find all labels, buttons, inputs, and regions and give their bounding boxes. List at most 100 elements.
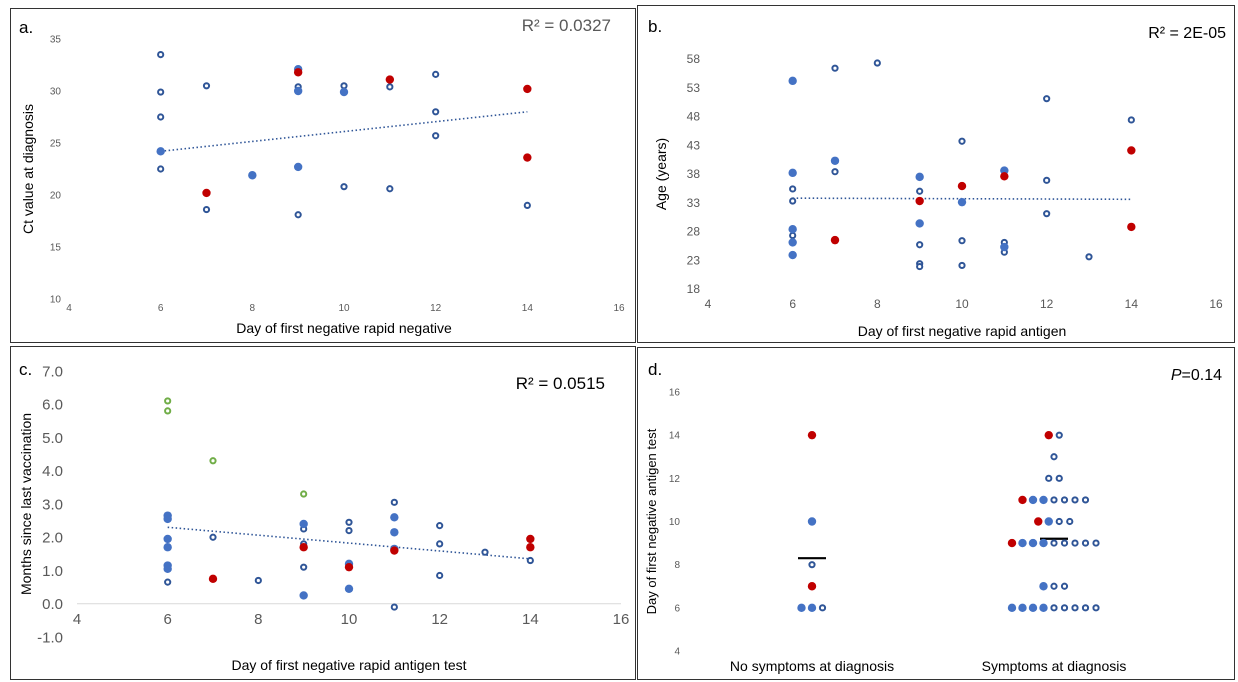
data-point-open — [1055, 431, 1063, 439]
data-point — [526, 534, 535, 544]
x-tick-label: 12 — [430, 303, 442, 314]
data-point-open — [916, 262, 924, 271]
data-point-open — [1081, 496, 1090, 504]
data-point — [915, 219, 924, 228]
y-tick-label: 53 — [687, 81, 701, 95]
data-point-open — [523, 201, 531, 209]
data-point-open — [1071, 496, 1079, 504]
data-point — [1127, 222, 1136, 232]
r-squared-annotation: R² = 0.0327 — [522, 16, 611, 35]
p-value-annotation: P=0.14 — [1171, 367, 1222, 384]
panel-label: b. — [648, 17, 662, 36]
y-axis-label: Age (years) — [653, 138, 669, 210]
data-point-open — [1043, 210, 1051, 218]
y-tick-label: 1.0 — [42, 563, 63, 580]
data-point-open — [202, 205, 211, 214]
x-tick-label: 4 — [705, 297, 712, 311]
data-point-open — [209, 533, 217, 541]
data-point — [390, 528, 399, 537]
data-point-open — [1050, 539, 1058, 547]
data-point — [797, 603, 806, 613]
data-point-open — [157, 51, 165, 59]
p-value: =0.14 — [1182, 367, 1223, 384]
panel-label: d. — [648, 360, 662, 379]
data-point — [385, 75, 395, 84]
data-point-open — [1071, 604, 1079, 612]
data-point-open — [481, 548, 489, 556]
panel-b: b. R² = 2E-05 18 23 28 33 38 43 48 53 58 4 6 8 10 12 14 1… — [637, 5, 1235, 343]
y-tick-label: 5.0 — [42, 430, 63, 447]
y-tick-label: -1.0 — [37, 629, 63, 646]
data-point-open — [202, 82, 211, 90]
x-tick-label: 16 — [1209, 297, 1223, 311]
data-point — [163, 564, 172, 574]
data-point — [293, 162, 303, 172]
data-point — [344, 562, 354, 572]
data-point-open — [1050, 496, 1058, 504]
data-point-open — [390, 603, 398, 611]
x-tick-label: 14 — [1125, 297, 1139, 311]
x-tick-label: 8 — [254, 611, 262, 628]
x-tick-label: 6 — [789, 297, 796, 311]
x-tick-label: 8 — [250, 303, 256, 314]
x-tick-label: 16 — [613, 611, 630, 628]
data-point — [807, 430, 817, 440]
data-point-open — [386, 83, 394, 91]
data-point — [788, 238, 797, 247]
trendline — [160, 111, 528, 153]
data-point-open — [958, 137, 966, 145]
data-point-open — [1085, 253, 1093, 261]
data-point-open — [432, 70, 440, 78]
data-point-open — [1066, 517, 1074, 526]
data-point-open — [831, 168, 839, 176]
data-point-open — [345, 518, 353, 526]
data-point — [1007, 538, 1017, 548]
y-tick-label: 12 — [669, 474, 681, 485]
y-tick-label: 33 — [687, 196, 701, 210]
data-point-open — [1081, 604, 1090, 612]
data-point-open — [1060, 582, 1069, 590]
data-point-open — [157, 88, 165, 96]
data-point — [1039, 538, 1048, 548]
y-tick-label: 35 — [50, 35, 62, 46]
y-tick-label: 0.0 — [42, 596, 63, 613]
data-point-open — [1043, 95, 1051, 103]
data-point-open — [1050, 453, 1058, 461]
r-squared-annotation: R² = 0.0515 — [516, 374, 605, 393]
data-point-open — [1092, 539, 1100, 547]
data-point — [957, 197, 967, 207]
y-tick-label: 20 — [50, 191, 62, 202]
data-point-open — [432, 108, 440, 116]
data-point — [788, 168, 797, 178]
data-point-open — [294, 211, 302, 219]
data-point-open — [831, 64, 839, 72]
y-tick-label: 6 — [674, 603, 680, 614]
data-point-open — [300, 490, 308, 498]
data-point-open — [818, 604, 827, 612]
data-point — [1039, 582, 1048, 591]
panel-c: c. R² = 0.0515 -1.0 0.0 1.0 2.0 3.0 4.0 5.0 6.0 7.… — [10, 346, 636, 680]
data-point-open — [873, 59, 881, 67]
data-point — [1000, 166, 1009, 175]
chart-svg: b. R² = 2E-05 18 23 28 33 38 43 48 53 58 4 6 8 10 12 14 1… — [648, 17, 1226, 339]
data-point-open — [1127, 116, 1135, 124]
data-point-open — [1060, 604, 1069, 612]
data-point-open — [209, 457, 217, 465]
y-tick-label: 38 — [687, 167, 701, 181]
data-point — [1007, 603, 1017, 613]
y-tick-label: 18 — [687, 282, 701, 296]
data-point-open — [164, 578, 172, 586]
x-tick-label: 14 — [522, 303, 534, 314]
data-point — [390, 546, 399, 555]
data-point-open — [1060, 496, 1069, 504]
data-point-open — [1081, 539, 1090, 547]
x-axis-label: Day of first negative rapid antigen — [858, 323, 1067, 339]
data-point-open — [916, 187, 924, 195]
data-point-open — [345, 527, 353, 535]
data-point — [1039, 603, 1048, 613]
data-point — [807, 517, 817, 526]
x-axis-label: Day of first negative rapid negative — [236, 320, 452, 336]
x-tick-label: 6 — [158, 303, 164, 314]
data-point — [915, 172, 924, 182]
y-tick-label: 2.0 — [42, 530, 63, 547]
